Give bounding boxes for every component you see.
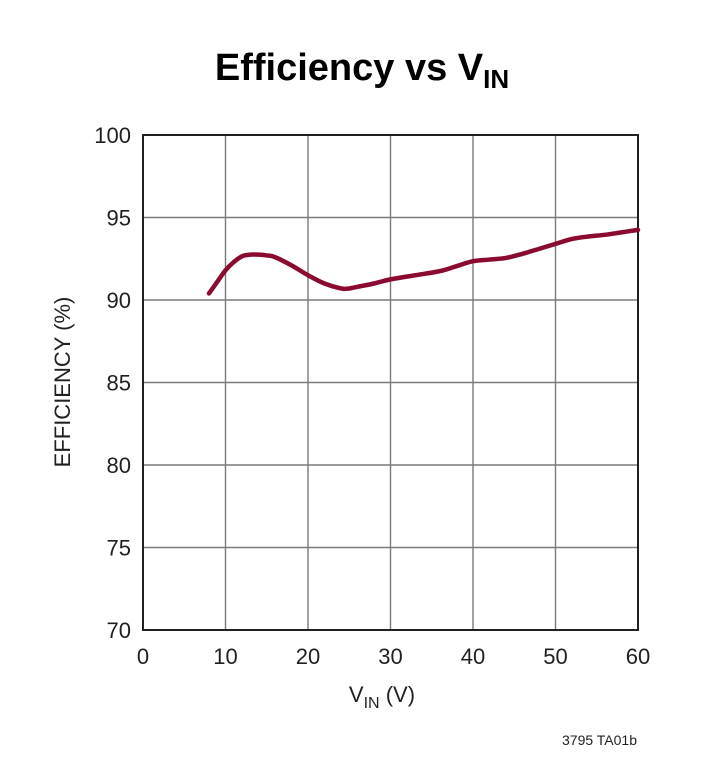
chart-title-main: Efficiency vs V	[215, 47, 484, 89]
plot-border	[142, 134, 639, 631]
x-tick-label: 20	[296, 644, 320, 669]
x-tick-label: 50	[543, 644, 567, 669]
y-tick-label: 80	[107, 453, 131, 478]
y-tick-label: 85	[107, 371, 131, 396]
y-tick-label: 95	[107, 206, 131, 231]
chart-title-subscript: IN	[483, 64, 509, 94]
y-tick-label: 75	[107, 536, 131, 561]
chart-title: Efficiency vs VIN	[215, 47, 509, 94]
figure-id-footnote: 3795 TA01b	[562, 732, 637, 748]
x-tick-label: 40	[461, 644, 485, 669]
plot-frame	[142, 134, 639, 631]
x-tick-label: 0	[137, 644, 149, 669]
y-axis-label: EFFICIENCY (%)	[50, 297, 75, 468]
x-tick-labels: 0 10 20 30 40 50 60	[137, 644, 650, 669]
series-layer	[206, 227, 641, 296]
x-axis-label-subscript: IN	[364, 695, 380, 712]
x-tick-label: 60	[626, 644, 650, 669]
y-tick-label: 70	[107, 618, 131, 643]
x-tick-label: 10	[213, 644, 237, 669]
y-tick-label: 100	[94, 123, 131, 148]
y-tick-labels: 70 75 80 85 90 95 100	[94, 123, 131, 643]
efficiency-series-line	[206, 227, 641, 296]
x-axis-label: VIN (V)	[349, 682, 415, 712]
x-tick-label: 30	[378, 644, 402, 669]
y-tick-label: 90	[107, 288, 131, 313]
x-axis-label-suffix: (V)	[380, 682, 415, 707]
grid-lines	[143, 135, 638, 630]
x-axis-label-main: V	[349, 682, 364, 707]
